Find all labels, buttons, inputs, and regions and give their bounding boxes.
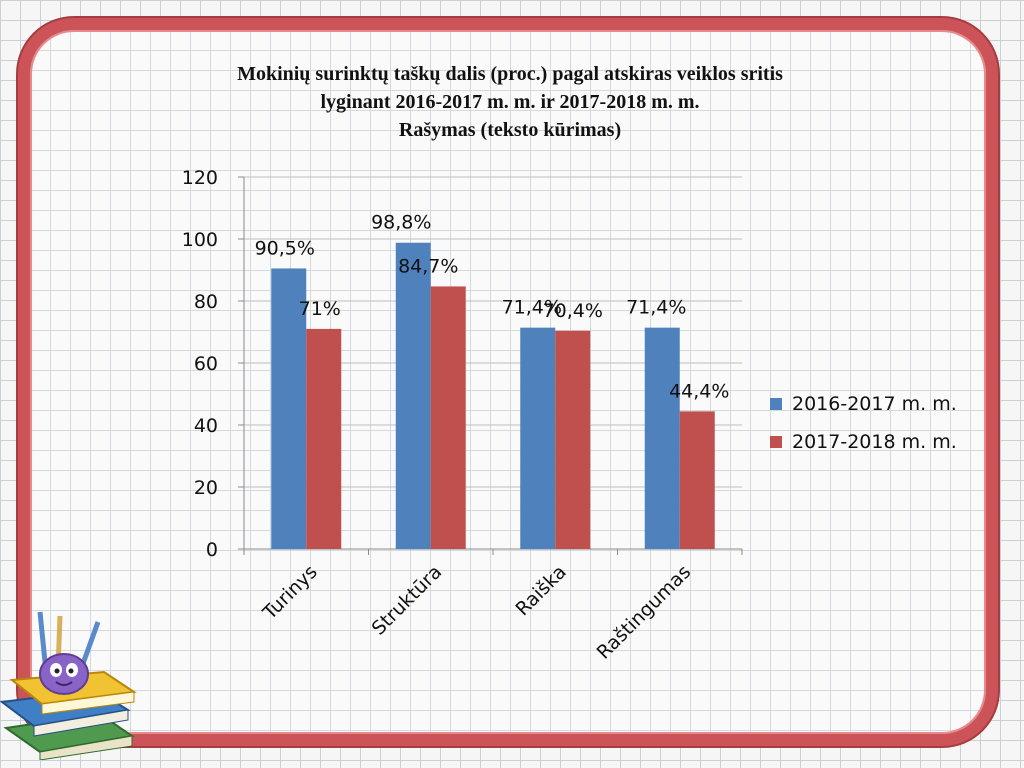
legend-swatch-series-2 bbox=[770, 436, 782, 448]
bar-series-1-raštingumas bbox=[644, 327, 680, 549]
chart-title-line-2: lyginant 2016-2017 m. m. ir 2017-2018 m.… bbox=[320, 91, 700, 113]
legend-swatch-series-1 bbox=[770, 398, 782, 410]
y-tick-label-20: 20 bbox=[194, 477, 218, 499]
x-category-label-turinys: Turinys bbox=[258, 561, 322, 625]
chart-title-line-3: Rašymas (teksto kūrimas) bbox=[398, 119, 622, 141]
bar-series-1-struktūra bbox=[395, 242, 431, 549]
x-category-label-raiška: Raiška bbox=[511, 561, 570, 620]
y-tick-label-60: 60 bbox=[194, 353, 218, 375]
bar-series-2-struktūra bbox=[430, 286, 466, 549]
books-pencils-illustration bbox=[0, 611, 137, 760]
legend-item-series-2: 2017-2018 m. m. bbox=[770, 430, 957, 454]
chart-title-line-1: Mokinių surinktų taškų dalis (proc.) pag… bbox=[237, 63, 783, 85]
y-tick-label-100: 100 bbox=[182, 229, 218, 251]
data-label-series-1-turinys: 90,5% bbox=[255, 237, 315, 259]
y-tick-label-120: 120 bbox=[182, 167, 218, 189]
legend-label-series-2: 2017-2018 m. m. bbox=[792, 431, 957, 453]
data-label-series-2-struktūra: 84,7% bbox=[398, 255, 458, 277]
bar-series-1-raiška bbox=[520, 327, 556, 549]
legend-label-series-1: 2016-2017 m. m. bbox=[792, 393, 957, 415]
bar-series-2-raštingumas bbox=[679, 411, 715, 549]
bar-series-2-turinys bbox=[306, 328, 342, 549]
y-tick-label-40: 40 bbox=[194, 415, 218, 437]
data-label-series-1-raštingumas: 71,4% bbox=[626, 297, 686, 319]
legend-item-series-1: 2016-2017 m. m. bbox=[770, 392, 957, 416]
data-label-series-1-struktūra: 98,8% bbox=[371, 212, 431, 234]
bar-series-1-turinys bbox=[271, 268, 307, 549]
data-label-series-2-raštingumas: 44,4% bbox=[669, 380, 729, 402]
chart-title: Mokinių surinktų taškų dalis (proc.) pag… bbox=[140, 60, 880, 144]
data-label-series-1-raiška: 71,4% bbox=[502, 297, 562, 319]
bar-series-2-raiška bbox=[555, 330, 591, 549]
slide-frame bbox=[18, 18, 998, 746]
x-category-label-raštingumas: Raštingumas bbox=[593, 561, 696, 664]
y-tick-label-0: 0 bbox=[206, 539, 218, 561]
x-category-label-struktūra: Struktūra bbox=[368, 561, 447, 640]
data-label-series-2-raiška: 70,4% bbox=[543, 300, 603, 322]
y-tick-label-80: 80 bbox=[194, 291, 218, 313]
data-label-series-2-turinys: 71% bbox=[299, 298, 341, 320]
